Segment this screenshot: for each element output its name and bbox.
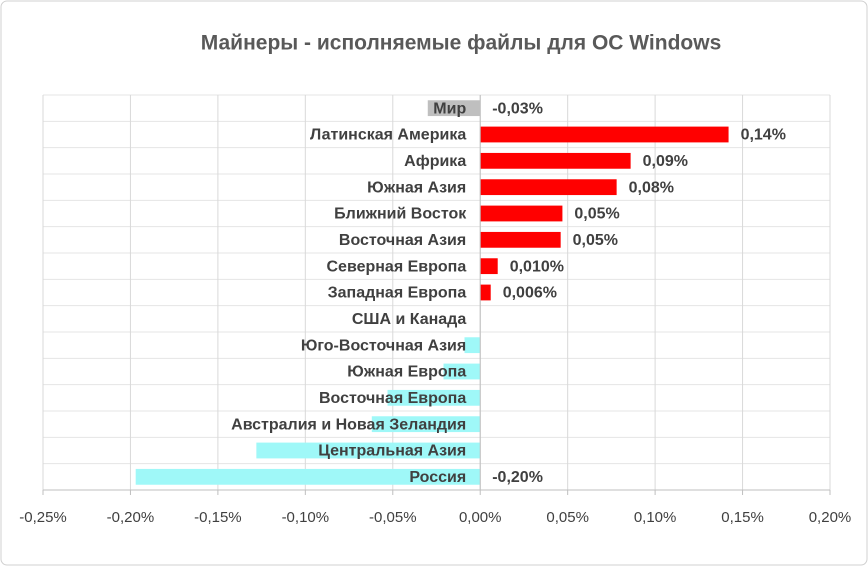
bar: [371, 416, 481, 433]
x-tick-label: 0,10%: [634, 509, 677, 526]
chart-title: Майнеры - исполняемые файлы для ОС Windo…: [201, 32, 722, 55]
y-tick-label: Африка: [404, 153, 466, 170]
value-label: 0,05%: [574, 206, 619, 223]
bar: [480, 231, 561, 248]
value-label: 0,08%: [629, 179, 674, 196]
y-tick-label: Северная Европа: [327, 258, 467, 275]
x-tick-label: -0,10%: [282, 509, 330, 526]
value-label: 0,006%: [503, 285, 557, 302]
y-tick-label: США и Канада: [352, 311, 466, 328]
y-tick-label: Ближний Восток: [334, 206, 467, 223]
y-tick-label: Юго-Восточная Азия: [301, 337, 466, 354]
bar: [464, 337, 481, 354]
y-tick-label: Центральная Азия: [318, 443, 466, 460]
y-tick-label: Восточная Европа: [319, 390, 466, 407]
value-label: -0,20%: [492, 469, 543, 486]
value-label: 0,010%: [510, 258, 564, 275]
y-tick-label: Западная Европа: [328, 285, 467, 302]
y-tick-label: Южная Азия: [367, 179, 466, 196]
bar: [480, 284, 491, 301]
x-tick-label: 0,20%: [809, 509, 852, 526]
y-tick-label: Россия: [409, 469, 466, 486]
bar: [256, 442, 481, 459]
y-tick-label: Мир: [433, 100, 466, 117]
bar: [135, 468, 481, 485]
x-tick-label: 0,05%: [546, 509, 589, 526]
x-tick-label: -0,05%: [369, 509, 417, 526]
bar: [387, 389, 481, 406]
value-label: -0,03%: [492, 100, 543, 117]
bar: [480, 258, 498, 275]
y-tick-label: Восточная Азия: [339, 232, 466, 249]
x-tick-label: -0,25%: [19, 509, 67, 526]
bar: [480, 205, 563, 222]
x-tick-label: -0,20%: [107, 509, 155, 526]
value-label: 0,14%: [741, 127, 786, 144]
bar: [443, 363, 481, 380]
y-tick-label: Южная Европа: [347, 364, 466, 381]
value-label: 0,05%: [573, 232, 618, 249]
y-tick-label: Латинская Америка: [310, 127, 466, 144]
bar: [427, 100, 481, 117]
value-label: 0,09%: [643, 153, 688, 170]
x-tick-label: 0,15%: [721, 509, 764, 526]
bar: [480, 152, 631, 169]
y-tick-label: Австралия и Новая Зеландия: [231, 416, 466, 433]
bar: [480, 126, 729, 143]
x-tick-label: 0,00%: [459, 509, 502, 526]
bar: [480, 179, 617, 196]
x-tick-label: -0,15%: [194, 509, 242, 526]
